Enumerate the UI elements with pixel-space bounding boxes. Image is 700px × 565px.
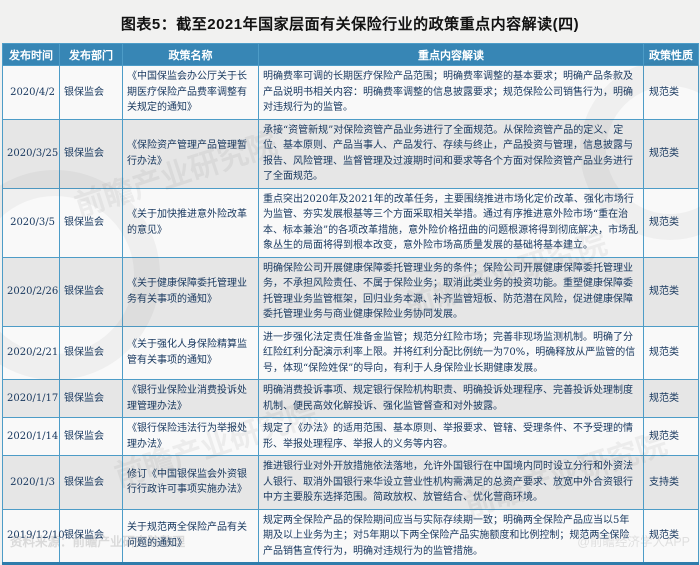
cell-date: 2020/1/14 [2, 417, 60, 456]
cell-nature: 规范类 [643, 118, 699, 189]
cell-nature: 支持类 [643, 455, 699, 510]
cell-policy: 《保险资产管理产品管理暂行办法》 [122, 118, 259, 189]
table-row: 2020/1/3 银保监会 修订《中国银保监会外资银行行政许可事项实施办法》 推… [2, 455, 699, 510]
table-row: 2020/2/26 银保监会 《关于健康保障委托管理业务有关事项的通知》 明确保… [2, 256, 699, 327]
cell-policy: 《关于健康保障委托管理业务有关事项的通知》 [122, 256, 259, 327]
cell-policy: 《关于加快推进意外险改革的意见》 [122, 187, 259, 258]
cell-date: 2020/3/5 [2, 187, 60, 258]
cell-dept: 银保监会 [59, 417, 123, 456]
policy-table: 发布时间 发布部门 政策名称 重点内容解读 政策性质 2020/4/2 银保监会… [2, 43, 699, 565]
cell-nature: 规范类 [643, 508, 699, 564]
cell-dept: 银保监会 [59, 256, 123, 327]
cell-date: 2020/3/25 [2, 118, 60, 189]
cell-content: 明确保险公司开展健康保障委托管理业务的条件；保险公司开展健康保障委托管理业务，不… [258, 256, 644, 327]
cell-policy: 修订《中国银保监会外资银行行政许可事项实施办法》 [122, 455, 259, 510]
cell-date: 2020/4/2 [2, 65, 60, 120]
col-header-policy: 政策名称 [122, 43, 259, 66]
cell-nature: 规范类 [643, 379, 699, 418]
cell-content: 承接“资管新规”对保险资管产品业务进行了全面规范。从保险资管产品的定义、定位、基… [258, 118, 644, 189]
cell-nature: 规范类 [643, 187, 699, 258]
table-row: 2020/3/5 银保监会 《关于加快推进意外险改革的意见》 重点突出2020年… [2, 187, 699, 258]
cell-dept: 银保监会 [59, 325, 123, 380]
col-header-content: 重点内容解读 [258, 43, 644, 66]
cell-dept: 银保监会 [59, 118, 123, 189]
table-row: 2020/1/14 银保监会 《银行保险违法行为举报处理办法》 规定了《办法》的… [2, 417, 699, 456]
page-title: 图表5：截至2021年国家层面有关保险行业的政策重点内容解读(四) [120, 16, 580, 33]
col-header-nature: 政策性质 [643, 43, 699, 66]
cell-dept: 银保监会 [59, 379, 123, 418]
cell-policy: 关于规范两全保险产品有关问题的通知》 [122, 508, 259, 564]
cell-dept: 银保监会 [59, 455, 123, 510]
cell-nature: 规范类 [643, 325, 699, 380]
table-header-row: 发布时间 发布部门 政策名称 重点内容解读 政策性质 [2, 43, 699, 66]
cell-policy: 《中国保监会办公厅关于长期医疗保险产品费率调整有关规定的通知》 [122, 65, 259, 120]
table-row: 2020/4/2 银保监会 《中国保监会办公厅关于长期医疗保险产品费率调整有关规… [2, 65, 699, 120]
cell-date: 2019/12/10 [2, 508, 65, 564]
table-row: 2020/3/25 银保监会 《保险资产管理产品管理暂行办法》 承接“资管新规”… [2, 118, 699, 189]
cell-content: 规定了《办法》的适用范围、基本原则、举报要求、管辖、受理条件、不予受理的情形、举… [258, 417, 644, 456]
cell-nature: 规范类 [643, 256, 699, 327]
table-row: 2020/1/17 银保监会 《银行业保险业消费投诉处理管理办法》 明确消费投诉… [2, 379, 699, 418]
cell-nature: 规范类 [643, 65, 699, 120]
col-header-dept: 发布部门 [59, 43, 123, 66]
cell-date: 2020/2/21 [2, 325, 60, 380]
cell-content: 明确费率可调的长期医疗保险产品范围；明确费率调整的基本要求；明确产品条款及产品说… [258, 65, 644, 120]
cell-dept: 银保监会 [59, 65, 123, 120]
cell-date: 2020/2/26 [2, 256, 60, 327]
col-header-date: 发布时间 [2, 43, 60, 66]
cell-dept: 银保监会 [59, 187, 123, 258]
table-row: 2020/2/21 银保监会 《关于强化人身保险精算监管有关事项的通知》 进一步… [2, 325, 699, 380]
cell-content: 规定两全保险产品的保险期间应当与实际存续期一致；明确两全保险产品应当以5年期及以… [258, 508, 644, 564]
cell-policy: 《关于强化人身保险精算监管有关事项的通知》 [122, 325, 259, 380]
cell-nature: 规范类 [643, 417, 699, 456]
cell-content: 重点突出2020年及2021年的改革任务，主要围绕推进市场化定价改革、强化市场行… [258, 187, 644, 258]
table-row: 2019/12/10 银保监会 关于规范两全保险产品有关问题的通知》 规定两全保… [2, 508, 699, 564]
cell-date: 2020/1/3 [2, 455, 60, 510]
cell-content: 明确消费投诉事项、规定银行保险机构职责、明确投诉处理程序、完善投诉处理制度机制、… [258, 379, 644, 418]
cell-dept: 银保监会 [59, 508, 123, 564]
cell-content: 进一步强化法定责任准备金监管；规范分红险市场；完善非现场监测机制。明确了分红险红… [258, 325, 644, 380]
cell-date: 2020/1/17 [2, 379, 60, 418]
cell-policy: 《银行保险违法行为举报处理办法》 [122, 417, 259, 456]
cell-policy: 《银行业保险业消费投诉处理管理办法》 [122, 379, 259, 418]
cell-content: 推进银行业对外开放措施依法落地，允许外国银行在中国境内同时设立分行和外资法人银行… [258, 455, 644, 510]
